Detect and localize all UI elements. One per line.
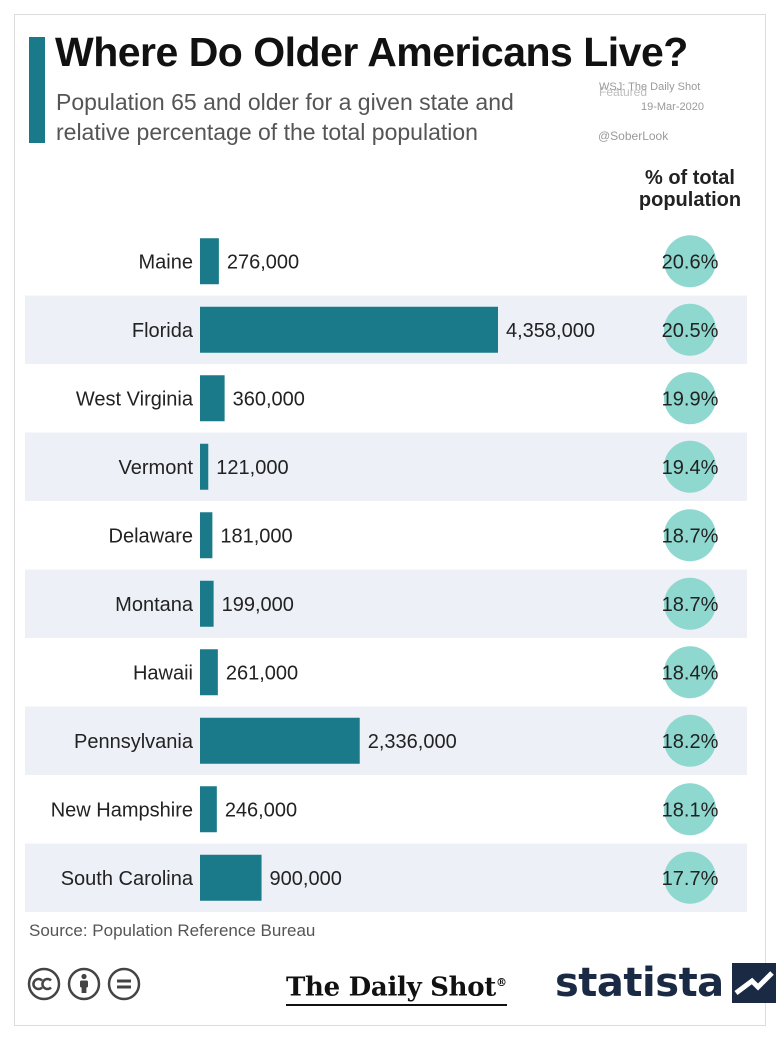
bar: [200, 443, 209, 490]
pct-circle: [664, 440, 716, 493]
bar-value-label: 121,000: [216, 457, 288, 479]
bar: [200, 375, 225, 422]
bar-value-label: 360,000: [233, 388, 305, 410]
pct-circle: [664, 372, 716, 425]
creative-commons-icon: [27, 967, 61, 1001]
subtitle-line-1: Population 65 and older for a given stat…: [56, 89, 514, 115]
registered-mark: ®: [495, 976, 507, 989]
category-label: South Carolina: [61, 868, 194, 890]
bar: [200, 306, 498, 353]
bars: Maine 276,000 20.6% Florida 4,358,000 20.5% We…: [51, 235, 719, 904]
license-icons: [27, 967, 141, 1001]
watermark-source: WSJ: The Daily Shot: [599, 81, 701, 93]
bar: [200, 238, 219, 285]
daily-shot-logo-text: The Daily Shot: [286, 972, 496, 1003]
pct-value-label: 20.5%: [662, 320, 719, 342]
row-band: [25, 432, 747, 501]
pct-value-label: 18.7%: [662, 594, 719, 616]
watermark-date: 19-Mar-2020: [641, 101, 704, 113]
source-note: Source: Population Reference Bureau: [29, 921, 316, 940]
pct-circle: [664, 783, 716, 836]
statista-logo-text: statista: [555, 960, 724, 1006]
bar: [200, 580, 214, 627]
bar-value-label: 276,000: [227, 251, 299, 273]
page-title: Where Do Older Americans Live?: [55, 29, 688, 75]
pct-circle: [664, 646, 716, 699]
pct-value-label: 19.4%: [662, 457, 719, 479]
pct-header-line-1: % of total: [645, 167, 735, 189]
pct-value-label: 19.9%: [662, 388, 719, 410]
pct-value-label: 18.2%: [662, 731, 719, 753]
no-derivatives-icon: [107, 967, 141, 1001]
pct-header-line-2: population: [638, 189, 742, 211]
pct-circle: [664, 577, 716, 630]
category-label: Pennsylvania: [74, 731, 194, 753]
bar-value-label: 246,000: [225, 799, 297, 821]
bar: [200, 786, 217, 833]
row-band: [25, 843, 747, 912]
bar-value-label: 900,000: [270, 868, 342, 890]
bar-value-label: 261,000: [226, 662, 298, 684]
bar-chart: Maine 276,000 20.6% Florida 4,358,000 20.5% We…: [25, 235, 747, 912]
category-label: Florida: [132, 320, 194, 342]
pct-value-label: 20.6%: [662, 251, 719, 273]
title-accent-bar: [29, 37, 45, 143]
pct-value-label: 18.4%: [662, 662, 719, 684]
bar-value-label: 4,358,000: [506, 320, 595, 342]
infographic-card: Where Do Older Americans Live? Populatio…: [14, 14, 776, 1026]
daily-shot-logo: The Daily Shot®: [286, 967, 507, 1006]
row-band: [25, 569, 747, 638]
pct-value-label: 18.7%: [662, 525, 719, 547]
pct-circle: [664, 235, 716, 288]
bar-value-label: 199,000: [222, 594, 294, 616]
pct-value-label: 18.1%: [662, 799, 719, 821]
category-label: Vermont: [119, 457, 194, 479]
row-band: [25, 706, 747, 775]
category-label: West Virginia: [76, 388, 194, 410]
bar-value-label: 2,336,000: [368, 731, 457, 753]
bar: [200, 649, 218, 696]
statista-logo: statista: [555, 959, 776, 1007]
pct-circle: [664, 303, 716, 356]
statista-mark-icon: [731, 963, 776, 1003]
attribution-icon: [67, 967, 101, 1001]
pct-circle: [664, 714, 716, 767]
watermark-featured: Featured: [599, 85, 648, 99]
bar: [200, 717, 360, 764]
bar: [200, 512, 213, 559]
category-label: Hawaii: [133, 662, 193, 684]
pct-circle: [664, 509, 716, 562]
pct-column-header: % of total population: [625, 167, 755, 211]
bar: [200, 854, 262, 901]
category-label: Delaware: [109, 525, 193, 547]
category-label: Maine: [139, 251, 193, 273]
pct-circle: [664, 851, 716, 904]
category-label: Montana: [115, 594, 194, 616]
bar-value-label: 181,000: [220, 525, 292, 547]
category-label: New Hampshire: [51, 799, 193, 821]
pct-value-label: 17.7%: [662, 868, 719, 890]
watermark-handle: @SoberLook: [598, 129, 669, 143]
subtitle-line-2: relative percentage of the total populat…: [56, 119, 478, 145]
